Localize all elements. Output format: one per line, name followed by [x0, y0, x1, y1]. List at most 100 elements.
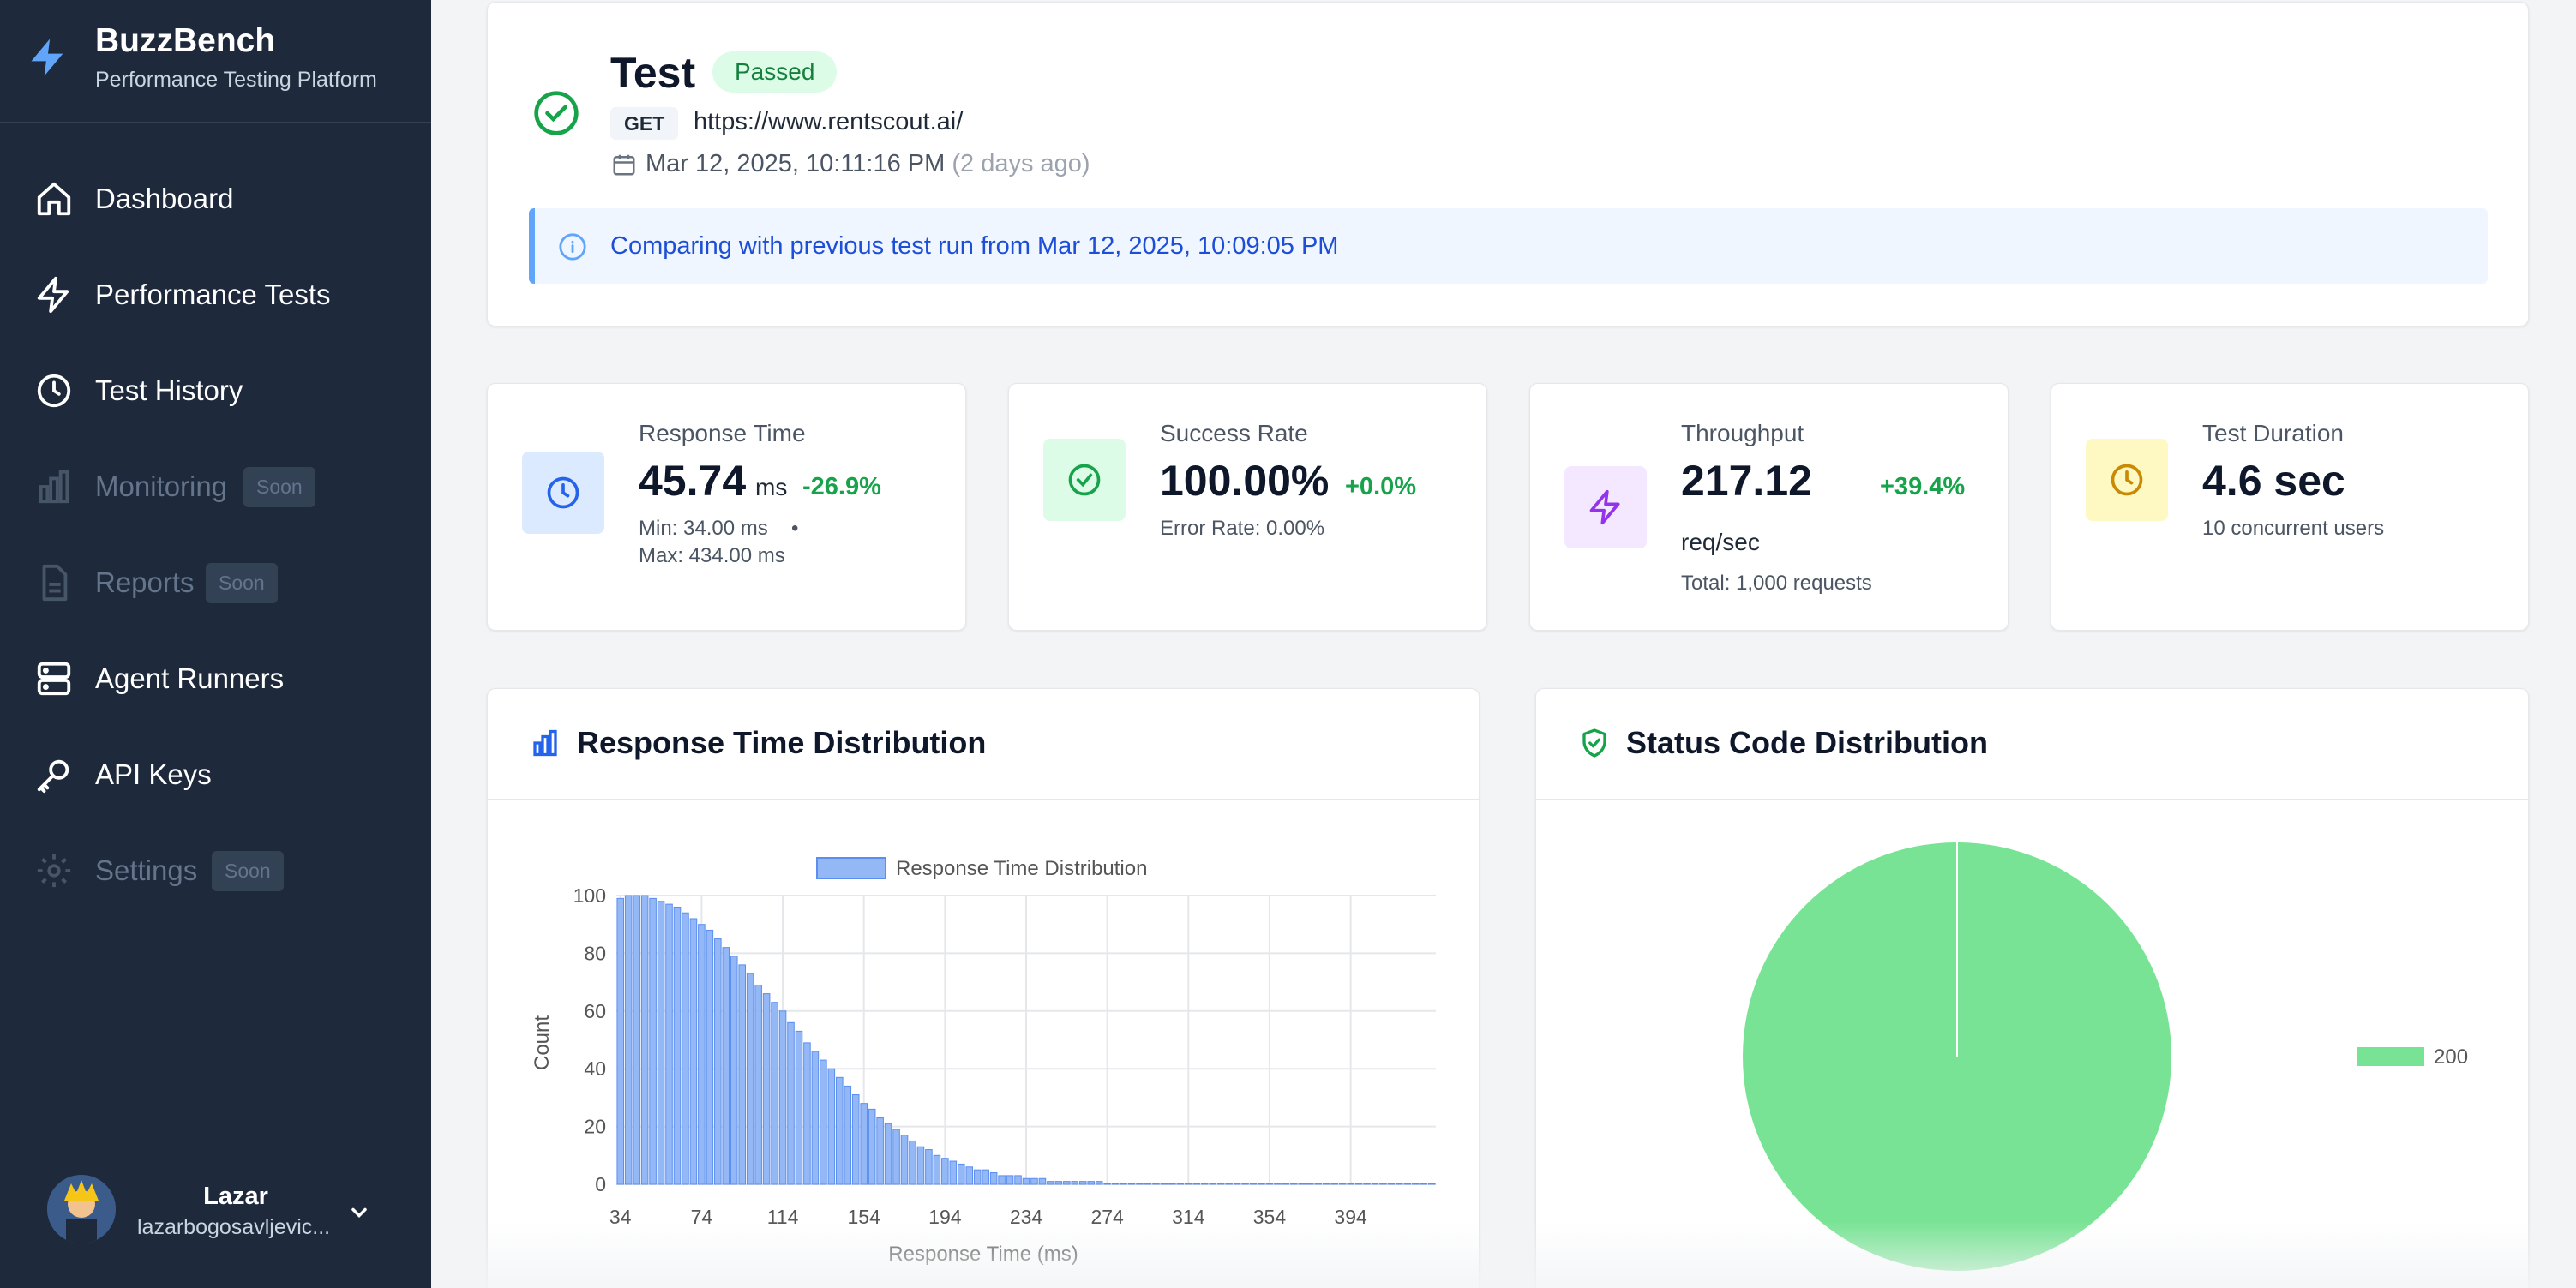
x-tick-label: 194 [928, 1206, 962, 1228]
metric-label: Response Time [639, 420, 806, 446]
histogram-bar [1063, 1181, 1071, 1185]
x-tick-label: 114 [767, 1206, 799, 1228]
chart-title: Response Time Distribution [577, 725, 987, 760]
histogram-bar [1225, 1183, 1233, 1185]
histogram-bar [900, 1135, 909, 1185]
metric-value: 45.74 [639, 457, 747, 505]
histogram-bar [1103, 1183, 1111, 1185]
test-date: Mar 12, 2025, 10:11:16 PM (2 days ago) [646, 150, 1090, 178]
histogram-bar [1363, 1183, 1371, 1185]
test-url[interactable]: https://www.rentscout.ai/ [694, 108, 964, 135]
sidebar-item-test-history[interactable]: Test History [0, 352, 431, 429]
histogram-bar [933, 1154, 941, 1185]
brand-header: BuzzBench Performance Testing Platform [0, 0, 431, 123]
histogram-bar [973, 1169, 982, 1185]
y-tick-label: 100 [573, 884, 606, 907]
throughput-icon-box [1564, 466, 1647, 548]
x-tick-label: 394 [1334, 1206, 1367, 1228]
histogram-bar [989, 1172, 998, 1185]
sidebar-item-dashboard[interactable]: Dashboard [0, 160, 431, 237]
test-date-relative: (2 days ago) [952, 150, 1090, 177]
histogram-bar [1274, 1183, 1282, 1185]
test-date-value: Mar 12, 2025, 10:11:16 PM [646, 150, 946, 177]
metric-unit: ms [755, 474, 788, 500]
histogram-bar [851, 1094, 860, 1185]
histogram-bar [1314, 1183, 1323, 1185]
metric-label: Success Rate [1160, 420, 1308, 446]
histogram-bar [722, 947, 730, 1185]
histogram-bar [738, 964, 746, 1185]
lightning-icon [1589, 489, 1620, 525]
x-tick-label: 154 [848, 1206, 881, 1228]
sidebar-item-performance-tests[interactable]: Performance Tests [0, 256, 431, 333]
sidebar-item-api-keys[interactable]: API Keys [0, 736, 431, 813]
histogram-bar [982, 1169, 989, 1185]
histogram-bar [1047, 1181, 1054, 1185]
response-time-icon-box [522, 452, 604, 534]
clock-icon [37, 374, 71, 408]
histogram-bar [1168, 1183, 1176, 1185]
histogram-bar [1144, 1183, 1152, 1185]
histogram-bar [925, 1149, 933, 1185]
histogram-bar [762, 993, 771, 1185]
histogram-bar [787, 1021, 795, 1185]
histogram-bar [1136, 1183, 1144, 1185]
histogram-bar [640, 895, 649, 1185]
histogram-bar [811, 1051, 820, 1185]
histogram-bar [1290, 1183, 1298, 1185]
histogram-bar [1095, 1181, 1103, 1185]
legend-swatch [2357, 1047, 2424, 1066]
histogram-bar [778, 1010, 787, 1185]
x-tick-label: 74 [691, 1206, 713, 1228]
sidebar-item-label: Test History [95, 374, 243, 406]
x-tick-label: 234 [1010, 1206, 1043, 1228]
chevron-down-icon[interactable] [347, 1201, 371, 1225]
check-circle-icon [1068, 464, 1101, 496]
histogram-bar [998, 1175, 1006, 1185]
histogram-bar [860, 1103, 868, 1185]
metric-delta: -26.9% [802, 473, 881, 500]
metric-value: 4.6 sec [2202, 457, 2345, 505]
histogram-bar [1387, 1183, 1396, 1185]
sidebar-item-agent-runners[interactable]: Agent Runners [0, 640, 431, 717]
gear-icon [37, 854, 71, 888]
histogram-bar [714, 938, 722, 1185]
histogram-bar [1209, 1183, 1216, 1185]
user-menu[interactable]: Lazar lazarbogosavljevic... [0, 1129, 431, 1288]
histogram-bar [1306, 1183, 1314, 1185]
histogram-bar [1241, 1183, 1249, 1185]
histogram-bar [673, 906, 682, 1185]
histogram-bar [868, 1108, 876, 1185]
histogram-bar [1038, 1177, 1047, 1185]
histogram-bar [957, 1163, 965, 1185]
metric-value: 217.12 [1681, 457, 1812, 505]
sidebar-item-label: Reports [95, 566, 195, 598]
histogram-bar [754, 984, 762, 1185]
histogram-bar [820, 1059, 827, 1185]
histogram-bar [844, 1085, 852, 1185]
metric-unit: req/sec [1681, 529, 1760, 555]
y-axis-label: Count [531, 1015, 554, 1070]
chart-bars [616, 895, 1436, 1185]
histogram-bar [1265, 1183, 1274, 1185]
test-duration-icon-box [2086, 439, 2168, 521]
histogram-bar [698, 924, 706, 1185]
histogram-bar [657, 901, 665, 1185]
comparison-text: Comparing with previous test run from Ma… [610, 232, 1339, 260]
histogram-bar [916, 1146, 925, 1185]
histogram-bar [1071, 1181, 1079, 1185]
histogram-bar [827, 1068, 836, 1185]
histogram-bar [1249, 1183, 1258, 1185]
histogram-bar [1006, 1175, 1014, 1185]
histogram-bar [1111, 1183, 1120, 1185]
metric-max: Max: 434.00 ms [639, 544, 785, 567]
y-tick-label: 60 [584, 1000, 606, 1022]
avatar [47, 1175, 116, 1243]
legend-label: 200 [2434, 1045, 2468, 1069]
histogram-bar [1298, 1183, 1306, 1185]
y-tick-label: 0 [595, 1173, 606, 1195]
histogram-bar [1176, 1183, 1185, 1185]
histogram-bar [1160, 1183, 1168, 1185]
histogram-bar [965, 1166, 974, 1185]
histogram-bar [909, 1140, 916, 1185]
